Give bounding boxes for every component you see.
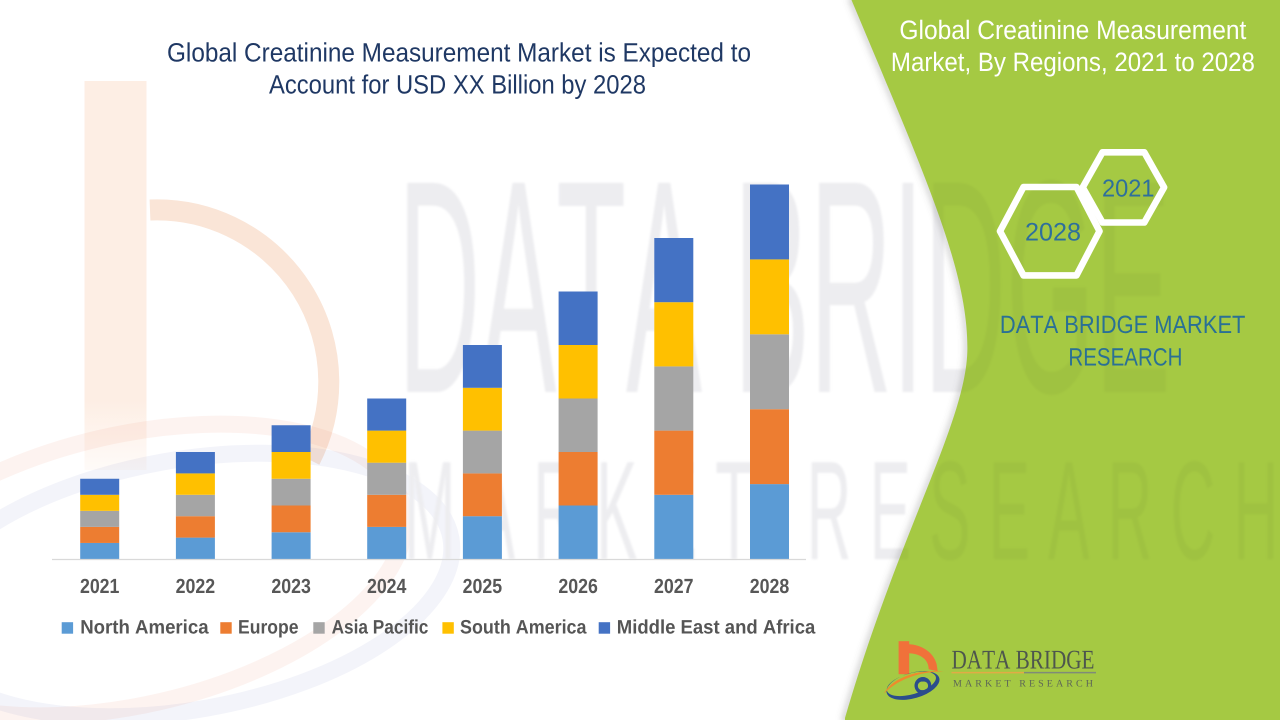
svg-text:2028: 2028 xyxy=(1025,219,1081,247)
svg-text:Market, By Regions, 2021 to 20: Market, By Regions, 2021 to 2028 xyxy=(891,47,1255,77)
svg-text:Account for USD XX Billion by: Account for USD XX Billion by 2028 xyxy=(269,70,646,100)
svg-text:Middle East and Africa: Middle East and Africa xyxy=(617,617,816,639)
svg-text:2027: 2027 xyxy=(654,575,694,598)
svg-text:DATA BRIDGE MARKET: DATA BRIDGE MARKET xyxy=(1000,311,1246,339)
svg-text:2021: 2021 xyxy=(80,575,120,598)
svg-text:DATA BRIDGE: DATA BRIDGE xyxy=(952,645,1095,675)
svg-text:2023: 2023 xyxy=(271,575,311,598)
svg-text:2026: 2026 xyxy=(558,575,598,598)
svg-text:2021: 2021 xyxy=(1102,175,1155,202)
svg-text:Global Creatinine Measurement: Global Creatinine Measurement xyxy=(899,15,1247,45)
svg-text:2022: 2022 xyxy=(176,575,216,598)
svg-text:Europe: Europe xyxy=(238,617,299,639)
svg-text:MARKET RESEARCH: MARKET RESEARCH xyxy=(953,679,1093,690)
svg-text:2028: 2028 xyxy=(750,575,790,598)
svg-text:South America: South America xyxy=(460,617,587,639)
svg-text:Asia Pacific: Asia Pacific xyxy=(332,617,429,639)
svg-text:Global Creatinine Measurement: Global Creatinine Measurement Market is … xyxy=(167,38,751,68)
svg-text:North America: North America xyxy=(80,617,209,639)
svg-text:2025: 2025 xyxy=(463,575,503,598)
svg-text:RESEARCH: RESEARCH xyxy=(1068,344,1182,372)
svg-text:2024: 2024 xyxy=(367,575,407,598)
